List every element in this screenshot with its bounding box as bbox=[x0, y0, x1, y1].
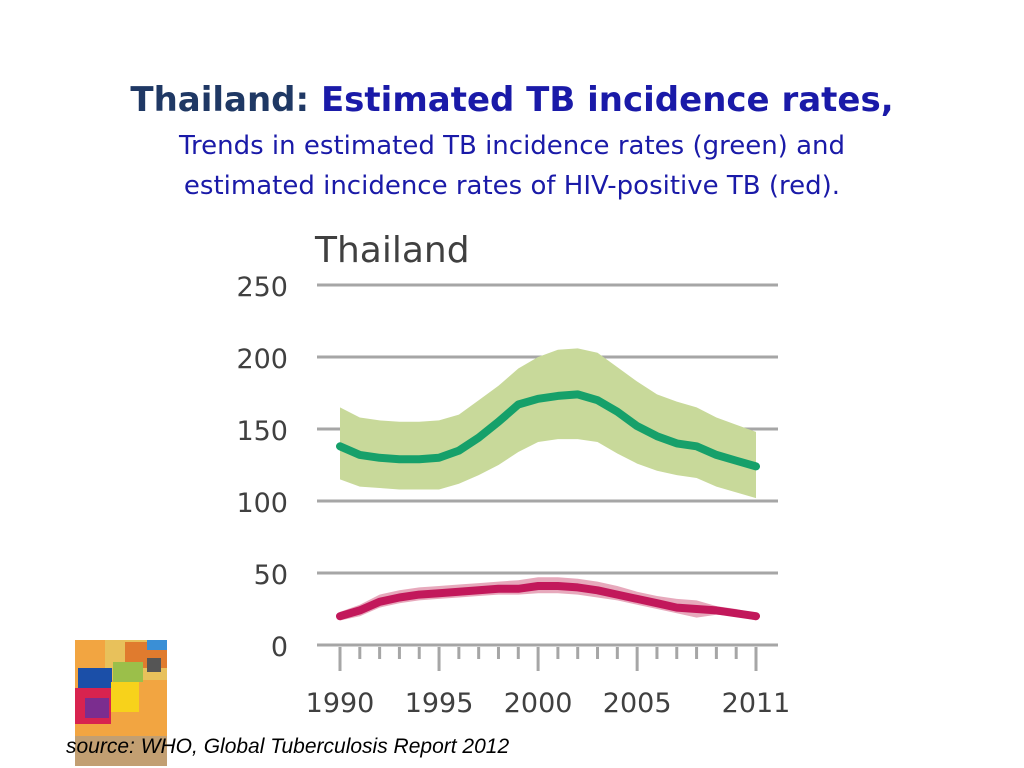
y-tick-label-0: 0 bbox=[271, 632, 288, 663]
slide-title-main: Estimated TB incidence rates, bbox=[320, 80, 894, 120]
series-lines bbox=[336, 390, 760, 621]
source-citation: source: WHO, Global Tuberculosis Report … bbox=[66, 735, 510, 758]
report-cover-thumbnail bbox=[75, 640, 167, 766]
x-tick-label-2011: 2011 bbox=[722, 688, 791, 719]
chart-title: Thailand bbox=[314, 230, 470, 271]
red-series-line bbox=[336, 582, 760, 621]
slide-subtitle-line1: Trends in estimated TB incidence rates (… bbox=[178, 131, 846, 161]
y-tick-label-100: 100 bbox=[236, 488, 288, 519]
axes: 0 50 100 150 200 250 1990 1995 2000 2005 2011 bbox=[236, 272, 790, 719]
x-tick-label-1990: 1990 bbox=[306, 688, 375, 719]
y-tick-label-50: 50 bbox=[254, 560, 288, 591]
slide-subtitle: Trends in estimated TB incidence rates (… bbox=[0, 126, 1024, 206]
y-tick-label-150: 150 bbox=[236, 416, 288, 447]
green-series-band bbox=[340, 348, 756, 499]
slide-subtitle-line2: estimated incidence rates of HIV-positiv… bbox=[183, 171, 841, 201]
red-series-band bbox=[340, 577, 756, 621]
slide-title-country: Thailand: bbox=[130, 80, 310, 120]
y-tick-label-200: 200 bbox=[236, 344, 288, 375]
x-tick-label-2000: 2000 bbox=[504, 688, 573, 719]
green-series-line bbox=[336, 390, 760, 471]
slide-title: Thailand: Estimated TB incidence rates, bbox=[0, 78, 1024, 122]
y-tick-label-250: 250 bbox=[236, 272, 288, 303]
incidence-chart: 0 50 100 150 200 250 1990 1995 2000 2005 2011 Thai… bbox=[236, 230, 790, 719]
uncertainty-bands bbox=[340, 348, 756, 621]
x-tick-label-1995: 1995 bbox=[405, 688, 474, 719]
x-tick-label-2005: 2005 bbox=[603, 688, 672, 719]
